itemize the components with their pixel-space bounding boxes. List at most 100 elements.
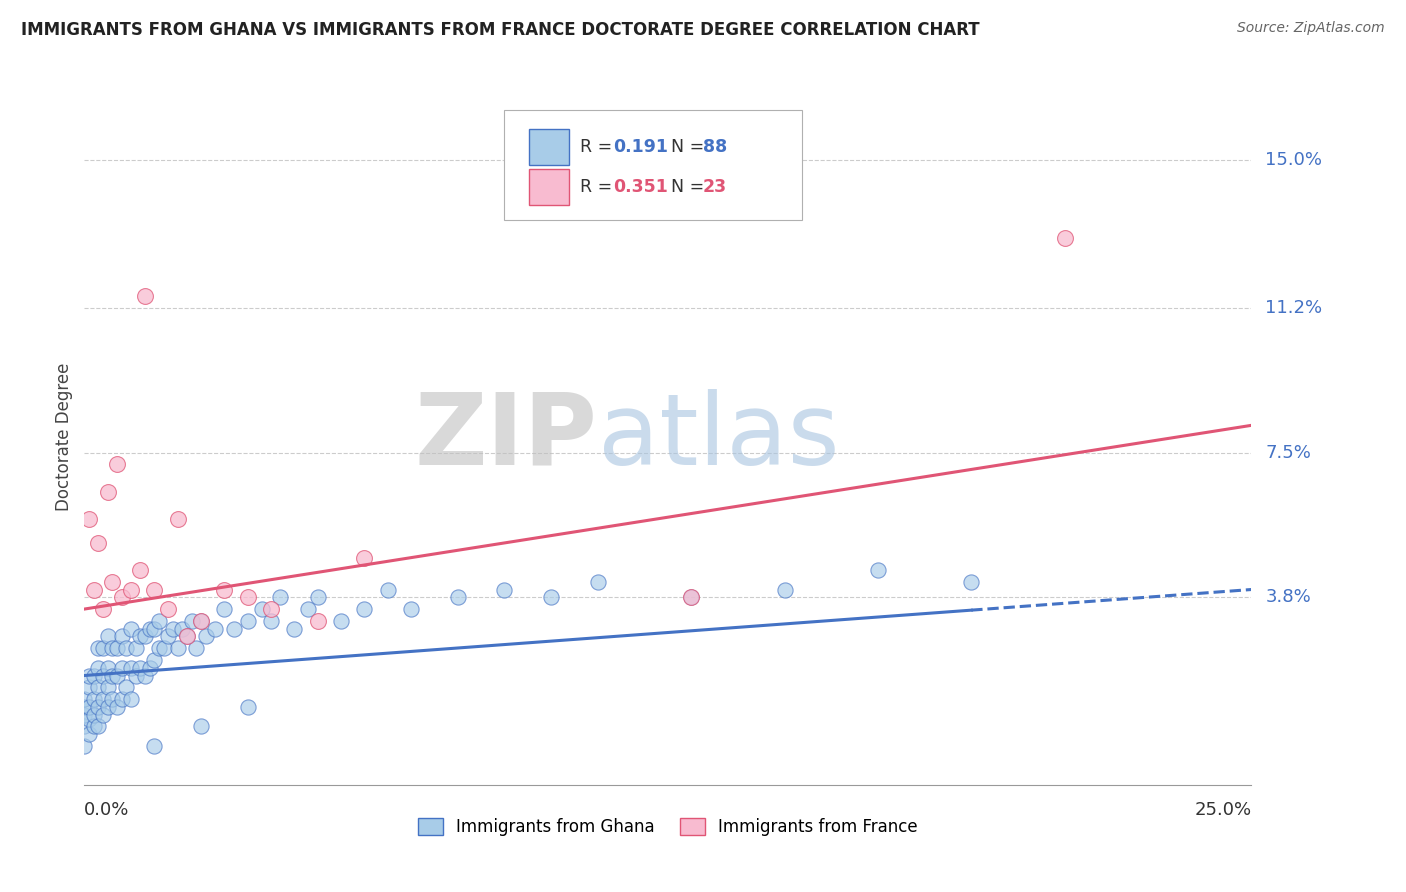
Point	[87, 535, 110, 549]
Point	[148, 614, 170, 628]
Point	[152, 641, 174, 656]
FancyBboxPatch shape	[529, 128, 568, 165]
Text: N =: N =	[659, 178, 710, 195]
Point	[250, 602, 273, 616]
Point	[214, 602, 236, 616]
Point	[125, 668, 148, 682]
Point	[134, 289, 156, 303]
Text: 15.0%: 15.0%	[1265, 151, 1323, 169]
Point	[87, 680, 110, 694]
Point	[105, 641, 128, 656]
Point	[105, 458, 128, 472]
Point	[129, 563, 152, 577]
Point	[83, 692, 105, 706]
Text: 88: 88	[703, 138, 727, 156]
Point	[120, 622, 142, 636]
Point	[91, 668, 114, 682]
Point	[143, 582, 166, 597]
Point	[204, 622, 226, 636]
Point	[586, 574, 609, 589]
Point	[236, 614, 259, 628]
Point	[77, 680, 100, 694]
Point	[97, 661, 120, 675]
Point	[105, 699, 128, 714]
Point	[138, 622, 160, 636]
Point	[377, 582, 399, 597]
Point	[166, 512, 188, 526]
Point	[297, 602, 319, 616]
Point	[83, 668, 105, 682]
Point	[307, 591, 329, 605]
Point	[540, 591, 562, 605]
Point	[773, 582, 796, 597]
Point	[494, 582, 516, 597]
Point	[157, 629, 180, 643]
Y-axis label: Doctorate Degree: Doctorate Degree	[55, 363, 73, 511]
Text: 23: 23	[703, 178, 727, 195]
Point	[87, 661, 110, 675]
Text: 25.0%: 25.0%	[1194, 801, 1251, 819]
Point	[283, 622, 305, 636]
Point	[166, 641, 188, 656]
Point	[111, 692, 134, 706]
Point	[111, 629, 134, 643]
Point	[83, 719, 105, 733]
Text: R =: R =	[581, 138, 619, 156]
Text: 11.2%: 11.2%	[1265, 299, 1323, 317]
Point	[190, 614, 212, 628]
Point	[91, 692, 114, 706]
Point	[157, 602, 180, 616]
Text: 0.191: 0.191	[613, 138, 668, 156]
Point	[172, 622, 194, 636]
Point	[399, 602, 422, 616]
Point	[143, 739, 166, 753]
Point	[101, 641, 124, 656]
Point	[960, 574, 983, 589]
Point	[97, 484, 120, 499]
Point	[330, 614, 353, 628]
Text: 3.8%: 3.8%	[1265, 589, 1310, 607]
Point	[97, 680, 120, 694]
Point	[194, 629, 217, 643]
Point	[120, 692, 142, 706]
Point	[101, 692, 124, 706]
Point	[87, 719, 110, 733]
Point	[190, 614, 212, 628]
Text: 7.5%: 7.5%	[1265, 443, 1312, 462]
Point	[73, 739, 96, 753]
Point	[101, 668, 124, 682]
Point	[73, 707, 96, 722]
Point	[87, 641, 110, 656]
Text: R =: R =	[581, 178, 619, 195]
FancyBboxPatch shape	[529, 169, 568, 204]
Point	[87, 699, 110, 714]
Point	[73, 719, 96, 733]
Point	[115, 680, 138, 694]
Point	[447, 591, 470, 605]
Point	[236, 591, 259, 605]
FancyBboxPatch shape	[505, 110, 801, 220]
Point	[681, 591, 703, 605]
Text: IMMIGRANTS FROM GHANA VS IMMIGRANTS FROM FRANCE DOCTORATE DEGREE CORRELATION CHA: IMMIGRANTS FROM GHANA VS IMMIGRANTS FROM…	[21, 21, 980, 38]
Point	[176, 629, 198, 643]
Point	[214, 582, 236, 597]
Point	[120, 661, 142, 675]
Point	[129, 629, 152, 643]
Point	[138, 661, 160, 675]
Point	[83, 582, 105, 597]
Legend: Immigrants from Ghana, Immigrants from France: Immigrants from Ghana, Immigrants from F…	[411, 811, 925, 843]
Point	[77, 512, 100, 526]
Point	[73, 699, 96, 714]
Point	[353, 551, 375, 566]
Point	[866, 563, 889, 577]
Text: 0.0%: 0.0%	[84, 801, 129, 819]
Point	[260, 614, 283, 628]
Text: ZIP: ZIP	[415, 389, 598, 485]
Text: 0.351: 0.351	[613, 178, 668, 195]
Point	[143, 622, 166, 636]
Point	[134, 668, 156, 682]
Point	[176, 629, 198, 643]
Point	[97, 629, 120, 643]
Point	[307, 614, 329, 628]
Point	[353, 602, 375, 616]
